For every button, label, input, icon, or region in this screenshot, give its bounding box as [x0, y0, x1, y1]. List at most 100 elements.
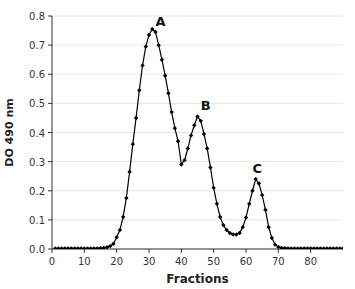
point [111, 242, 115, 246]
tick [84, 249, 85, 253]
tick [149, 249, 150, 253]
grid-line [52, 219, 343, 220]
point [266, 225, 270, 229]
point [202, 132, 206, 136]
point [199, 119, 203, 123]
tick-label: 60 [240, 256, 253, 267]
annotation: B [201, 98, 211, 113]
point [131, 142, 135, 146]
point [208, 165, 212, 169]
point [260, 193, 264, 197]
tick [310, 249, 311, 253]
point [192, 123, 196, 127]
tick-label: 0 [49, 256, 55, 267]
tick-label: 0.7 [29, 40, 45, 51]
series [53, 27, 343, 249]
point [189, 133, 193, 137]
tick-label: 10 [78, 256, 91, 267]
point [153, 30, 157, 34]
tick [48, 190, 52, 191]
y-axis [52, 16, 53, 249]
annotation: C [252, 161, 262, 176]
tick [278, 249, 279, 253]
point [166, 91, 170, 95]
point [257, 181, 261, 185]
grid-line [52, 190, 343, 191]
point [186, 146, 190, 150]
x-axis-label: Fractions [166, 272, 228, 286]
tick-label: 0.2 [29, 186, 45, 197]
point [137, 88, 141, 92]
point [179, 162, 183, 166]
point [160, 57, 164, 61]
point [218, 215, 222, 219]
point [195, 114, 199, 118]
point [108, 244, 112, 248]
point [224, 228, 228, 232]
tick [48, 249, 52, 250]
grid-line [52, 45, 343, 46]
point [127, 170, 131, 174]
tick [48, 103, 52, 104]
tick-label: 0.4 [29, 128, 45, 139]
tick [213, 249, 214, 253]
point [134, 116, 138, 120]
point [118, 228, 122, 232]
point [169, 110, 173, 114]
tick [48, 132, 52, 133]
point [241, 225, 245, 229]
tick [52, 249, 53, 253]
tick-label: 0.1 [29, 215, 45, 226]
point [250, 189, 254, 193]
point [273, 242, 277, 246]
tick-label: 20 [110, 256, 123, 267]
tick [48, 161, 52, 162]
point [270, 236, 274, 240]
point [211, 186, 215, 190]
grid-line [52, 132, 343, 133]
grid-line [52, 16, 343, 17]
tick-label: 70 [272, 256, 285, 267]
tick-label: 50 [207, 256, 220, 267]
tick-label: 0.3 [29, 157, 45, 168]
point [124, 196, 128, 200]
tick [116, 249, 117, 253]
point [205, 146, 209, 150]
point [182, 158, 186, 162]
tick [48, 74, 52, 75]
grid-line [52, 161, 343, 162]
axes: 0.00.10.20.30.40.50.60.70.80102030405060… [29, 11, 343, 267]
tick-label: 0.6 [29, 69, 45, 80]
tick-label: 0.0 [29, 244, 45, 255]
annotation: A [155, 14, 165, 29]
point [176, 139, 180, 143]
chart: 0.00.10.20.30.40.50.60.70.80102030405060… [0, 0, 355, 289]
tick-label: 0.8 [29, 11, 45, 22]
point [157, 43, 161, 47]
point [215, 202, 219, 206]
grid-line [52, 74, 343, 75]
tick [48, 219, 52, 220]
point [221, 223, 225, 227]
line [55, 29, 343, 248]
tick-label: 40 [175, 256, 188, 267]
point [173, 126, 177, 130]
tick-label: 80 [304, 256, 317, 267]
point [114, 235, 118, 239]
tick-label: 0.5 [29, 98, 45, 109]
point [244, 215, 248, 219]
point [163, 74, 167, 78]
tick [48, 16, 52, 17]
point [147, 33, 151, 37]
point [121, 215, 125, 219]
tick [246, 249, 247, 253]
point [237, 231, 241, 235]
point [263, 207, 267, 211]
point [276, 245, 280, 249]
tick [181, 249, 182, 253]
point [144, 44, 148, 48]
tick [48, 45, 52, 46]
y-axis-label: DO 490 nm [3, 98, 16, 166]
point [140, 63, 144, 67]
point [254, 177, 258, 181]
